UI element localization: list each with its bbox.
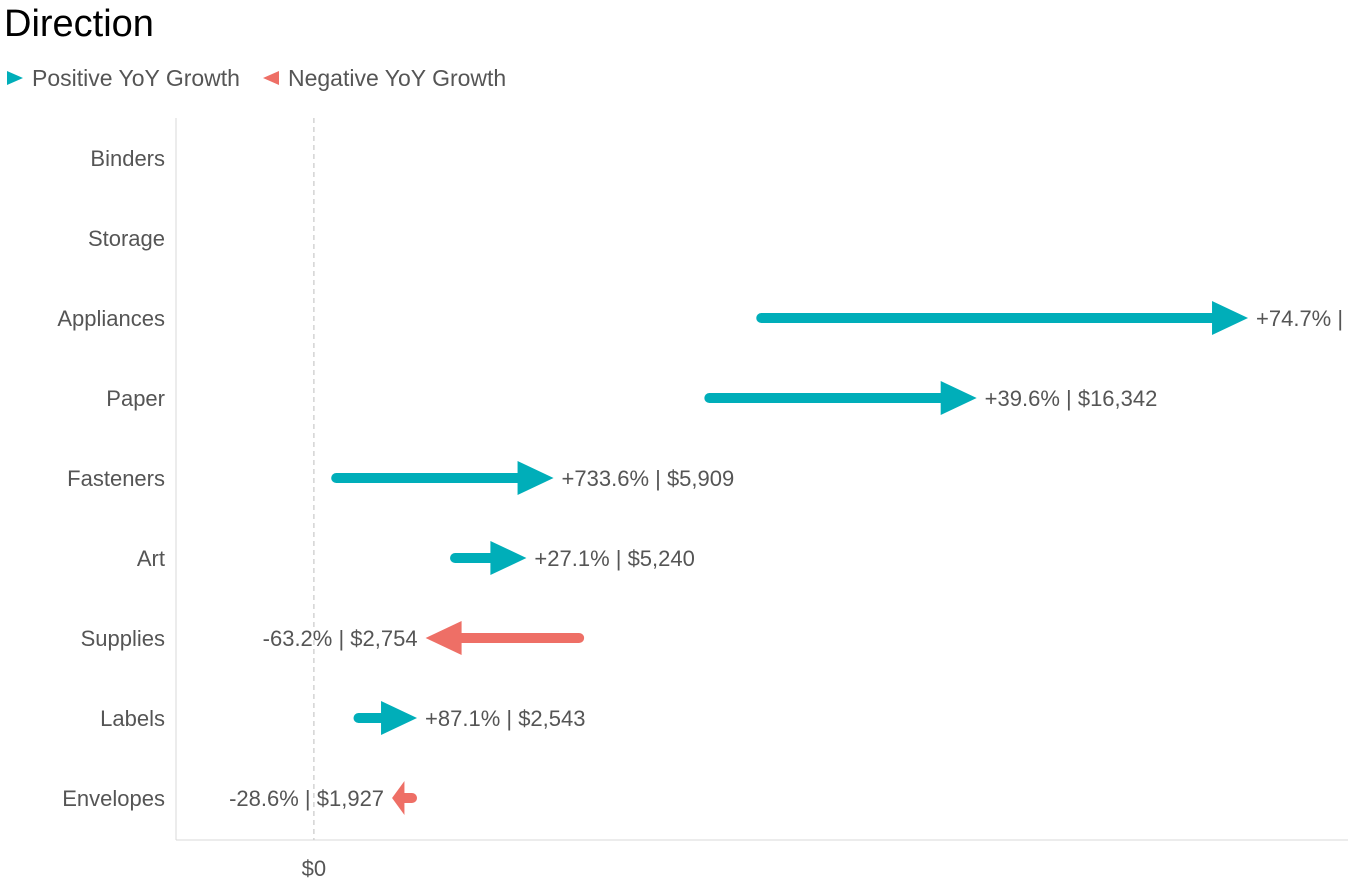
arrow-head	[392, 781, 405, 815]
arrow-head	[425, 621, 462, 655]
category-label: Fasteners	[67, 466, 165, 491]
legend-item-negative[interactable]: Negative YoY Growth	[262, 65, 506, 92]
legend-label-positive: Positive YoY Growth	[32, 64, 240, 91]
category-label: Binders	[90, 146, 165, 171]
category-label: Paper	[106, 386, 165, 411]
arrow-head	[940, 381, 977, 415]
arrow-head	[1212, 301, 1249, 335]
data-label: -63.2% | $2,754	[263, 626, 418, 651]
legend-label-negative: Negative YoY Growth	[287, 64, 507, 91]
category-label: Envelopes	[62, 786, 165, 811]
category-label: Appliances	[57, 306, 165, 331]
data-label: +733.6% | $5,909	[562, 466, 735, 491]
right-triangle-icon	[7, 71, 23, 85]
data-label: +74.7% | $23,032	[1256, 306, 1348, 331]
legend-item-positive[interactable]: Positive YoY Growth	[6, 65, 240, 92]
arrow-head	[490, 541, 527, 575]
category-label: Supplies	[81, 626, 165, 651]
category-label: Storage	[88, 226, 165, 251]
arrow-head	[517, 461, 554, 495]
legend: Positive YoY Growth Negative YoY Growth	[6, 64, 528, 92]
chart-title: Direction	[4, 3, 154, 45]
data-label: +27.1% | $5,240	[534, 546, 694, 571]
data-label: -28.6% | $1,927	[229, 786, 384, 811]
left-triangle-icon	[262, 71, 279, 85]
data-label: +39.6% | $16,342	[985, 386, 1158, 411]
data-label: +87.1% | $2,543	[425, 706, 585, 731]
category-label: Labels	[100, 706, 165, 731]
arrow-head	[381, 701, 418, 735]
x-tick-label: $0	[302, 856, 326, 881]
category-label: Art	[137, 546, 165, 571]
